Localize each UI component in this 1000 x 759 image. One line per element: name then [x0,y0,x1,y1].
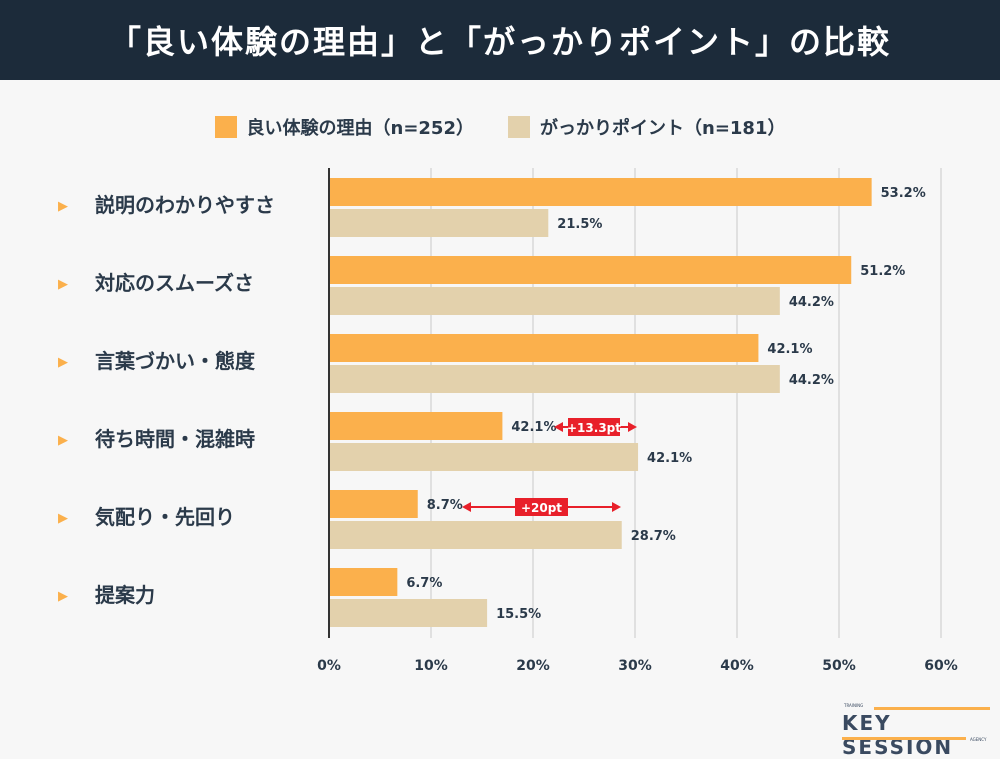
bar-bad [329,443,639,471]
x-tick-label: 40% [720,658,754,674]
bullet-icon: ▶ [58,589,68,604]
legend-label: 良い体験の理由（n=252） [246,118,474,139]
legend-item-bad: がっかりポイント（n=181） [508,114,785,140]
x-tick-label: 0% [317,658,341,674]
data-label: 15.5% [496,607,541,622]
arrow-head-left [554,422,563,432]
bullet-icon: ▶ [58,433,68,448]
category-label: 気配り・先回り [95,505,235,529]
data-label: 6.7% [406,576,442,591]
data-label: 44.2% [789,295,834,310]
data-label: 51.2% [860,264,905,279]
legend-item-good: 良い体験の理由（n=252） [214,114,474,140]
data-label: 28.7% [631,529,676,544]
bar-good [329,490,418,518]
category-label: 説明のわかりやすさ [95,193,275,217]
bar-bad [329,599,488,627]
x-tick-label: 30% [618,658,652,674]
data-label: 53.2% [881,186,926,201]
x-tick-label: 20% [516,658,550,674]
data-label: 44.2% [789,373,834,388]
bar-bad [329,287,780,315]
bar-good [329,568,398,596]
x-tick-label: 50% [822,658,856,674]
bar-good [329,178,872,206]
data-label: 42.1% [647,451,692,466]
bar-chart: 0% 10% 20% 30% 40% 50% 60% ▶ 説明のわかりやすさ 53.2% 21.5%… [58,168,958,674]
bar-good [329,256,852,284]
legend-label: がっかりポイント（n=181） [540,118,786,139]
logo: TRAINING KEY SESSION AGENCY [842,700,992,759]
bar-good [329,412,503,440]
x-tick-label: 60% [924,658,958,674]
data-label: 8.7% [427,498,463,513]
bar-bad [329,365,780,393]
category-label: 言葉づかい・態度 [95,349,256,373]
x-tick-label: 10% [414,658,448,674]
arrow-head-left [462,502,471,512]
bullet-icon: ▶ [58,199,68,214]
data-label: 42.1% [767,342,812,357]
page-title: 「良い体験の理由」と「がっかりポイント」の比較 [0,0,1000,80]
data-label: 42.1% [511,420,556,435]
category-label: 対応のスムーズさ [94,271,254,295]
legend-swatch [214,116,237,138]
arrow-head-right [628,422,637,432]
bar-bad [329,209,549,237]
arrow-head-right [612,502,621,512]
data-label: 21.5% [557,217,602,232]
annotation-badge [515,498,568,516]
annotation-badge [568,418,620,436]
bullet-icon: ▶ [58,277,68,292]
category-label: 待ち時間・混雑時 [95,427,255,451]
annotation-text: +13.3pt [567,421,621,435]
bar-good [329,334,759,362]
bar-bad [329,521,622,549]
bullet-icon: ▶ [58,355,68,370]
legend: 良い体験の理由（n=252） がっかりポイント（n=181） [0,114,1000,140]
category-label: 提案力 [95,583,155,607]
annotation-text: +20pt [521,501,562,515]
bullet-icon: ▶ [58,511,68,526]
legend-swatch [508,116,530,138]
